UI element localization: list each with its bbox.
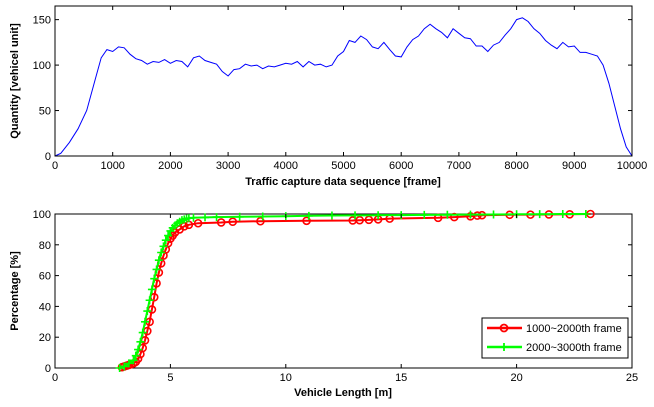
bottom-chart-x-tick-label: 10	[280, 372, 292, 384]
data-point-plus	[489, 210, 498, 219]
top-chart-x-tick-label: 9000	[562, 160, 586, 172]
data-point-plus	[466, 210, 475, 219]
data-point-circle	[193, 218, 203, 228]
data-point-circle	[364, 215, 374, 225]
top-chart-plot-area	[54, 5, 633, 157]
data-point-circle	[256, 216, 265, 226]
top-chart-y-ticks: 0 50 100 150	[33, 15, 632, 163]
bottom-chart-x-tick-label: 5	[167, 372, 173, 384]
top-chart-y-tick-label: 150	[33, 15, 51, 27]
data-point-circle	[228, 217, 238, 226]
top-chart-x-ticks: 0 1000 2000 3000 4000 5000 6000 7000 8000 9000 100…	[52, 6, 647, 172]
data-point-plus	[115, 364, 124, 372]
data-point-plus	[443, 210, 452, 219]
top-chart-x-tick-label: 0	[52, 160, 58, 172]
data-point-plus	[159, 242, 168, 251]
data-point-plus	[154, 256, 163, 265]
bottom-chart-x-tick-label: 0	[52, 372, 58, 384]
data-point-plus	[157, 248, 166, 257]
data-point-plus	[420, 210, 429, 219]
bottom-chart-y-axis-title: Percentage [%]	[9, 251, 21, 331]
data-point-plus	[147, 285, 156, 294]
data-point-plus	[235, 212, 244, 221]
top-chart-x-tick-label: 5000	[331, 160, 355, 172]
data-point-plus	[161, 236, 170, 245]
data-point-plus	[143, 307, 152, 316]
bottom-chart: 0 5 10 15 20 25 0 20 40 60 80 100 Vehicle Length […	[9, 209, 638, 399]
data-point-plus	[327, 211, 336, 220]
data-point-plus	[581, 210, 590, 218]
data-point-plus	[145, 296, 154, 305]
bottom-chart-x-axis-title: Vehicle Length [m]	[294, 387, 392, 399]
top-chart-x-tick-label: 3000	[216, 160, 240, 172]
bottom-chart-series	[115, 209, 595, 372]
data-point-plus	[120, 362, 129, 371]
data-point-circle	[302, 216, 311, 226]
bottom-chart-x-ticks: 0 5 10 15 20 25	[52, 214, 638, 384]
top-chart-x-axis-title: Traffic capture data sequence [frame]	[245, 176, 441, 188]
bottom-chart-y-tick-label: 80	[39, 240, 51, 252]
data-point-plus	[189, 213, 198, 222]
bottom-chart-y-tick-label: 100	[33, 209, 51, 221]
top-chart-y-tick-label: 100	[33, 60, 51, 72]
legend-swatch-circle-marker	[499, 323, 509, 333]
legend-swatch-plus-marker	[500, 343, 508, 351]
top-chart-series	[54, 17, 633, 157]
bottom-chart-y-tick-label: 20	[39, 332, 51, 344]
data-point-plus	[558, 210, 567, 218]
data-point-plus	[129, 356, 138, 365]
bottom-chart-y-tick-label: 40	[39, 301, 51, 313]
data-point-plus	[152, 265, 161, 274]
data-point-plus	[150, 274, 159, 283]
data-point-plus	[304, 211, 313, 220]
top-chart-x-tick-label: 4000	[274, 160, 298, 172]
legend: 1000~2000th frame 2000~3000th frame	[481, 317, 629, 359]
top-chart-x-tick-label: 7000	[447, 160, 471, 172]
top-chart-y-tick-label: 0	[45, 151, 51, 163]
data-point-plus	[131, 351, 140, 360]
bottom-chart-x-tick-label: 25	[626, 372, 638, 384]
data-point-plus	[141, 317, 150, 326]
bottom-chart-x-tick-label: 20	[510, 372, 522, 384]
data-point-plus	[351, 211, 360, 220]
data-point-plus	[136, 337, 145, 346]
top-chart-x-tick-label: 2000	[158, 160, 182, 172]
data-point-plus	[124, 359, 133, 368]
data-point-plus	[212, 213, 221, 222]
data-point-plus	[138, 328, 147, 337]
top-chart-x-tick-label: 10000	[617, 160, 648, 172]
data-point-plus	[164, 231, 173, 240]
data-point-plus	[258, 212, 267, 221]
data-point-circle	[216, 218, 226, 227]
top-chart-x-tick-label: 6000	[389, 160, 413, 172]
bottom-chart-y-ticks: 0 20 40 60 80 100	[33, 209, 632, 375]
top-chart-y-axis-title: Quantity [vehicel unit]	[9, 23, 21, 139]
legend-entry-1000-2000: 1000~2000th frame	[487, 323, 622, 335]
data-point-circle	[449, 212, 459, 222]
top-chart-y-tick-label: 50	[39, 106, 51, 118]
top-chart-x-tick-label: 1000	[100, 160, 124, 172]
bottom-chart-y-tick-label: 60	[39, 271, 51, 283]
data-point-plus	[201, 213, 210, 222]
data-point-plus	[535, 210, 544, 219]
top-chart-x-tick-label: 8000	[504, 160, 528, 172]
legend-entry-2000-3000: 2000~3000th frame	[487, 342, 622, 354]
top-chart: 0 1000 2000 3000 4000 5000 6000 7000 8000 9000 100…	[9, 5, 647, 188]
bottom-chart-x-tick-label: 15	[395, 372, 407, 384]
data-point-circle	[355, 215, 364, 225]
top-chart-series-line	[54, 17, 633, 157]
bottom-chart-y-tick-label: 0	[45, 363, 51, 375]
data-point-plus	[134, 345, 143, 354]
legend-label-1000-2000: 1000~2000th frame	[526, 323, 622, 335]
legend-label-2000-3000: 2000~3000th frame	[526, 342, 622, 354]
data-point-plus	[374, 211, 383, 220]
